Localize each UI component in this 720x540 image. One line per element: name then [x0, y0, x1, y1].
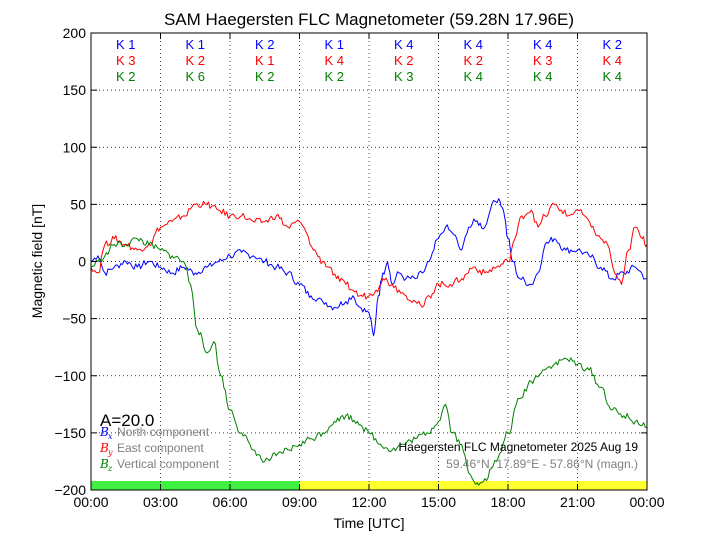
k-index-label: K 2 — [324, 69, 344, 84]
k-index-label: K 2 — [463, 53, 483, 68]
k-index-label: K 3 — [533, 53, 553, 68]
series-line-y — [90, 200, 648, 308]
a-index: A=20.0 — [100, 411, 154, 430]
x-tick-label: 09:00 — [282, 494, 317, 510]
k-index-label: K 4 — [324, 53, 344, 68]
y-tick-labels: −200 −150 −100 −50 0 50 100 150 200 — [54, 25, 86, 498]
k-index-label: K 3 — [394, 69, 414, 84]
legend-subscript: y — [107, 448, 113, 457]
y-tick-label: 150 — [63, 82, 87, 98]
y-axis-label: Magnetic field [nT] — [29, 204, 45, 318]
k-index-label: K 4 — [602, 53, 622, 68]
y-tick-label: −200 — [54, 482, 86, 498]
series-group — [90, 198, 648, 486]
k-index-annotations: K 1K 3K 2K 1K 2K 6K 2K 1K 2K 1K 4K 2K 4K… — [116, 37, 622, 84]
k-index-label: K 4 — [602, 69, 622, 84]
activity-bar — [91, 481, 647, 490]
activity-segment-0 — [91, 481, 300, 490]
k-index-label: K 2 — [394, 53, 414, 68]
k-index-label: K 1 — [116, 37, 136, 52]
k-index-label: K 2 — [116, 69, 136, 84]
y-tick-label: 100 — [63, 139, 87, 155]
k-index-label: K 1 — [185, 37, 205, 52]
legend-subscript: x — [108, 432, 113, 441]
legend-symbol: B — [99, 425, 109, 439]
y-tick-label: −100 — [54, 368, 86, 384]
legend-symbol: B — [99, 441, 109, 455]
k-index-label: K 2 — [602, 37, 622, 52]
k-index-label: K 6 — [185, 69, 205, 84]
x-tick-label: 21:00 — [560, 494, 595, 510]
y-tick-label: −50 — [62, 311, 86, 327]
x-tick-label: 15:00 — [421, 494, 456, 510]
k-index-label: K 2 — [255, 37, 275, 52]
x-tick-label: 06:00 — [212, 494, 247, 510]
k-index-label: K 2 — [185, 53, 205, 68]
x-tick-labels: 00:00 03:00 06:00 09:00 12:00 15:00 18:00 21:00… — [73, 494, 664, 510]
legend-label: East component — [117, 441, 204, 455]
y-tick-label: 0 — [78, 254, 86, 270]
k-index-label: K 1 — [324, 37, 344, 52]
chart-title: SAM Haegersten FLC Magnetometer (59.28N … — [164, 10, 574, 29]
ticks — [90, 32, 648, 491]
k-index-label: K 2 — [255, 69, 275, 84]
k-index-label: K 4 — [533, 69, 553, 84]
k-index-label: K 1 — [255, 53, 275, 68]
x-tick-label: 00:00 — [73, 494, 108, 510]
y-tick-label: −150 — [54, 425, 86, 441]
station-line-2: 59.46°N, 17.89°E - 57.86°N (magn.) — [446, 457, 638, 471]
x-tick-label: 18:00 — [490, 494, 525, 510]
plot-area: K 1K 3K 2K 1K 2K 6K 2K 1K 2K 1K 4K 2K 4K… — [90, 32, 648, 491]
legend-label: Vertical component — [117, 457, 220, 471]
activity-segment-1 — [299, 481, 647, 490]
x-tick-label: 12:00 — [351, 494, 386, 510]
legend-symbol: B — [99, 457, 109, 471]
k-index-label: K 4 — [533, 37, 553, 52]
k-index-label: K 4 — [463, 69, 483, 84]
x-tick-label: 03:00 — [143, 494, 178, 510]
station-line-1: Haegersten FLC Magnetometer 2025 Aug 19 — [399, 440, 639, 454]
k-index-label: K 4 — [463, 37, 483, 52]
legend-label: North component — [117, 425, 210, 439]
y-tick-label: 50 — [70, 196, 86, 212]
legend-subscript: z — [107, 464, 113, 473]
k-index-label: K 3 — [116, 53, 136, 68]
x-axis-label: Time [UTC] — [333, 515, 404, 531]
k-index-label: K 4 — [394, 37, 414, 52]
y-tick-label: 200 — [63, 25, 87, 41]
x-tick-label: 00:00 — [629, 494, 664, 510]
series-line-z — [90, 237, 648, 486]
